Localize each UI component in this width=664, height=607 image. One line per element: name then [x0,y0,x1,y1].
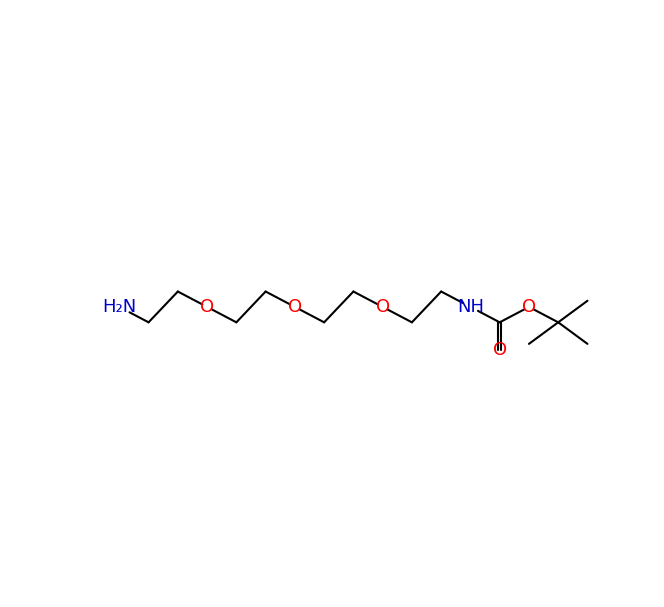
Text: H₂N: H₂N [102,298,136,316]
Text: O: O [493,341,507,359]
Text: O: O [376,298,390,316]
Text: O: O [522,298,536,316]
Text: NH: NH [457,298,484,316]
Text: O: O [288,298,302,316]
Text: O: O [200,298,214,316]
